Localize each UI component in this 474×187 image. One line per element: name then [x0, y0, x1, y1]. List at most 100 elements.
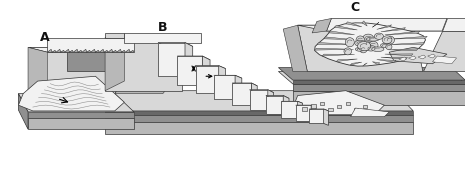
Polygon shape [293, 91, 384, 115]
Polygon shape [373, 62, 380, 65]
Polygon shape [317, 43, 353, 45]
Polygon shape [315, 23, 426, 66]
Polygon shape [214, 75, 235, 99]
Polygon shape [362, 21, 367, 26]
Polygon shape [298, 101, 302, 120]
Polygon shape [91, 43, 98, 49]
Polygon shape [409, 56, 416, 60]
Polygon shape [309, 109, 328, 111]
Polygon shape [328, 108, 333, 111]
Ellipse shape [363, 34, 374, 43]
Polygon shape [324, 109, 328, 125]
Polygon shape [28, 47, 134, 52]
Polygon shape [334, 25, 357, 30]
Polygon shape [115, 88, 168, 94]
Ellipse shape [346, 38, 354, 47]
Ellipse shape [360, 46, 367, 53]
Polygon shape [232, 83, 251, 105]
Polygon shape [442, 19, 465, 31]
Polygon shape [105, 115, 413, 122]
Polygon shape [66, 47, 115, 71]
Ellipse shape [366, 37, 379, 41]
Polygon shape [47, 49, 56, 52]
Polygon shape [105, 38, 124, 91]
Polygon shape [235, 75, 242, 102]
Polygon shape [328, 31, 355, 35]
Polygon shape [105, 122, 413, 134]
Ellipse shape [386, 44, 392, 50]
Ellipse shape [382, 36, 392, 44]
Polygon shape [18, 94, 134, 112]
Polygon shape [28, 47, 115, 94]
Polygon shape [278, 71, 465, 84]
Polygon shape [320, 102, 324, 105]
Text: A: A [40, 31, 49, 44]
Polygon shape [278, 68, 465, 80]
Polygon shape [91, 49, 99, 52]
Polygon shape [281, 101, 298, 118]
Ellipse shape [372, 47, 384, 51]
Polygon shape [324, 37, 354, 40]
Polygon shape [428, 54, 436, 58]
Polygon shape [302, 107, 307, 111]
Polygon shape [124, 33, 201, 43]
Polygon shape [298, 25, 423, 71]
Polygon shape [108, 49, 117, 52]
Polygon shape [214, 75, 242, 78]
Ellipse shape [356, 47, 365, 51]
Polygon shape [322, 54, 355, 56]
Polygon shape [350, 62, 362, 65]
Polygon shape [423, 31, 465, 71]
Polygon shape [18, 76, 124, 111]
Polygon shape [18, 94, 28, 129]
Ellipse shape [357, 41, 371, 51]
Polygon shape [232, 83, 257, 86]
Polygon shape [298, 25, 442, 31]
Polygon shape [185, 43, 193, 80]
Polygon shape [363, 105, 366, 108]
Polygon shape [381, 28, 406, 32]
Polygon shape [388, 36, 427, 39]
Polygon shape [283, 96, 289, 117]
Polygon shape [296, 105, 316, 107]
Polygon shape [432, 56, 456, 64]
Polygon shape [377, 60, 396, 62]
Polygon shape [293, 84, 465, 91]
Polygon shape [47, 38, 134, 52]
Polygon shape [336, 59, 357, 62]
Polygon shape [249, 90, 268, 110]
Polygon shape [377, 25, 392, 29]
Polygon shape [363, 63, 367, 66]
Polygon shape [251, 83, 257, 108]
Ellipse shape [366, 46, 376, 51]
Ellipse shape [355, 40, 365, 46]
Polygon shape [82, 49, 91, 52]
Polygon shape [373, 22, 379, 27]
Polygon shape [389, 47, 447, 64]
Polygon shape [283, 25, 307, 71]
Polygon shape [219, 66, 226, 96]
Polygon shape [293, 91, 465, 105]
Polygon shape [381, 57, 408, 59]
Polygon shape [104, 43, 111, 49]
Polygon shape [202, 56, 210, 89]
Ellipse shape [385, 36, 394, 44]
Polygon shape [312, 19, 331, 33]
Ellipse shape [365, 39, 373, 48]
Polygon shape [355, 108, 358, 111]
Polygon shape [314, 48, 354, 50]
Polygon shape [105, 38, 201, 43]
Polygon shape [311, 105, 316, 122]
Polygon shape [385, 31, 420, 35]
Polygon shape [66, 43, 73, 49]
Polygon shape [385, 54, 413, 56]
Polygon shape [296, 105, 311, 121]
Polygon shape [327, 19, 447, 31]
Polygon shape [196, 66, 219, 93]
Polygon shape [73, 49, 82, 52]
Polygon shape [158, 43, 193, 46]
Polygon shape [196, 66, 226, 69]
Polygon shape [268, 90, 273, 113]
Ellipse shape [381, 43, 390, 47]
Polygon shape [110, 43, 117, 49]
